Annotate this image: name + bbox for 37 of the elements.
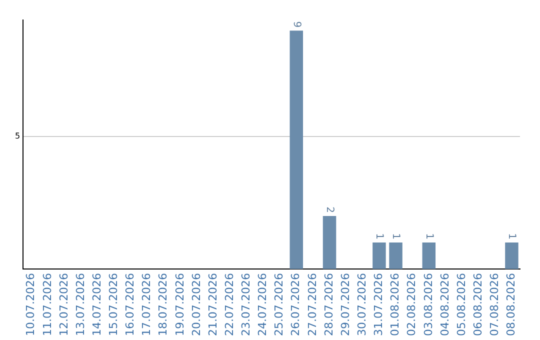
x-tick-label: 23.07.2026 xyxy=(240,273,253,336)
x-tick-label: 03.08.2026 xyxy=(422,273,435,336)
x-tick-label: 15.07.2026 xyxy=(107,273,120,336)
x-tick-label: 08.08.2026 xyxy=(504,273,518,336)
data-label: 9 xyxy=(290,21,302,28)
x-tick-label: 19.07.2026 xyxy=(173,273,186,336)
data-label: 1 xyxy=(423,233,434,240)
x-tick-label: 07.08.2026 xyxy=(488,273,502,336)
x-tick-label: 13.07.2026 xyxy=(74,273,87,336)
x-tick-label: 27.07.2026 xyxy=(306,273,319,336)
x-tick-label: 20.07.2026 xyxy=(190,273,203,336)
x-tick-label: 25.07.2026 xyxy=(272,273,286,336)
x-tick-label: 30.07.2026 xyxy=(356,273,369,336)
x-tick-label: 22.07.2026 xyxy=(222,273,236,336)
data-label: 1 xyxy=(506,233,518,240)
x-tick-label: 21.07.2026 xyxy=(206,273,220,336)
x-tick-label: 26.07.2026 xyxy=(289,273,302,336)
x-tick-label: 10.07.2026 xyxy=(24,273,38,336)
y-tick-label: 5 xyxy=(14,132,20,141)
x-tick-label: 02.08.2026 xyxy=(405,273,418,336)
x-tick-label: 11.07.2026 xyxy=(40,273,54,336)
x-tick-label: 05.08.2026 xyxy=(454,273,468,336)
x-tick-label: 14.07.2026 xyxy=(90,273,104,336)
data-label: 1 xyxy=(390,233,402,240)
x-tick-label: 04.08.2026 xyxy=(438,273,452,336)
x-tick-label: 17.07.2026 xyxy=(140,273,154,336)
x-tick-label: 31.07.2026 xyxy=(372,273,386,336)
x-tick-label: 12.07.2026 xyxy=(57,273,70,336)
x-tick-label: 28.07.2026 xyxy=(322,273,336,336)
data-label: 2 xyxy=(324,206,335,214)
x-tick-label: 06.08.2026 xyxy=(471,273,484,336)
data-label: 1 xyxy=(374,233,385,240)
x-tick-label: 29.07.2026 xyxy=(338,273,352,336)
x-tick-label: 18.07.2026 xyxy=(156,273,170,336)
x-tick-label: 16.07.2026 xyxy=(124,273,137,336)
x-tick-label: 24.07.2026 xyxy=(256,273,270,336)
x-tick-label: 01.08.2026 xyxy=(388,273,402,336)
